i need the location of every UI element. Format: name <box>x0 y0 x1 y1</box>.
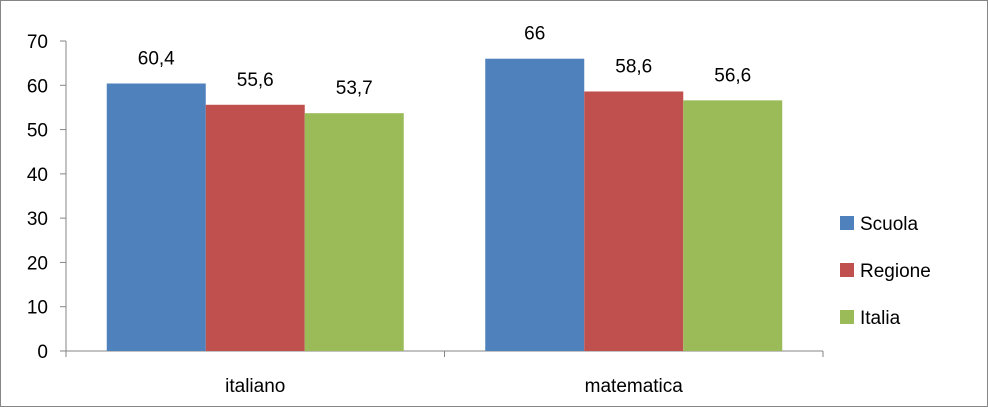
bar-regione-matematica <box>584 91 684 351</box>
y-tick-label: 60 <box>27 76 48 97</box>
data-label: 53,7 <box>336 78 373 99</box>
category-label: italiano <box>225 376 285 397</box>
data-label: 66 <box>524 24 545 45</box>
legend-label: Regione <box>860 261 931 282</box>
data-label: 58,6 <box>615 56 652 77</box>
y-tick-label: 10 <box>27 298 48 319</box>
legend-swatch-italia <box>840 310 854 324</box>
data-label: 60,4 <box>138 49 175 70</box>
y-tick-label: 30 <box>27 209 48 230</box>
bar-regione-italiano <box>205 104 305 352</box>
data-label: 56,6 <box>714 65 751 86</box>
legend-swatch-scuola <box>840 216 854 230</box>
y-tick-label: 0 <box>37 342 48 363</box>
chart-legend: Scuola Regione Italia <box>840 214 931 329</box>
bar-italia-matematica <box>683 100 783 351</box>
bar-scuola-italiano <box>106 83 206 351</box>
y-tick-label: 50 <box>27 121 48 142</box>
chart-labels: 60,4 55,6 53,7 italiano 66 58,6 56,6 matematica <box>138 24 751 397</box>
y-tick-label: 70 <box>27 32 48 53</box>
bar-italia-italiano <box>304 113 404 351</box>
data-label: 55,6 <box>237 70 274 91</box>
legend-swatch-regione <box>840 263 854 277</box>
category-label: matematica <box>585 376 684 397</box>
legend-label: Italia <box>860 308 901 329</box>
y-tick-label: 20 <box>27 253 48 274</box>
y-tick-label: 40 <box>27 165 48 186</box>
chart-bars <box>106 58 783 352</box>
bar-scuola-matematica <box>485 58 585 351</box>
legend-label: Scuola <box>860 214 919 235</box>
